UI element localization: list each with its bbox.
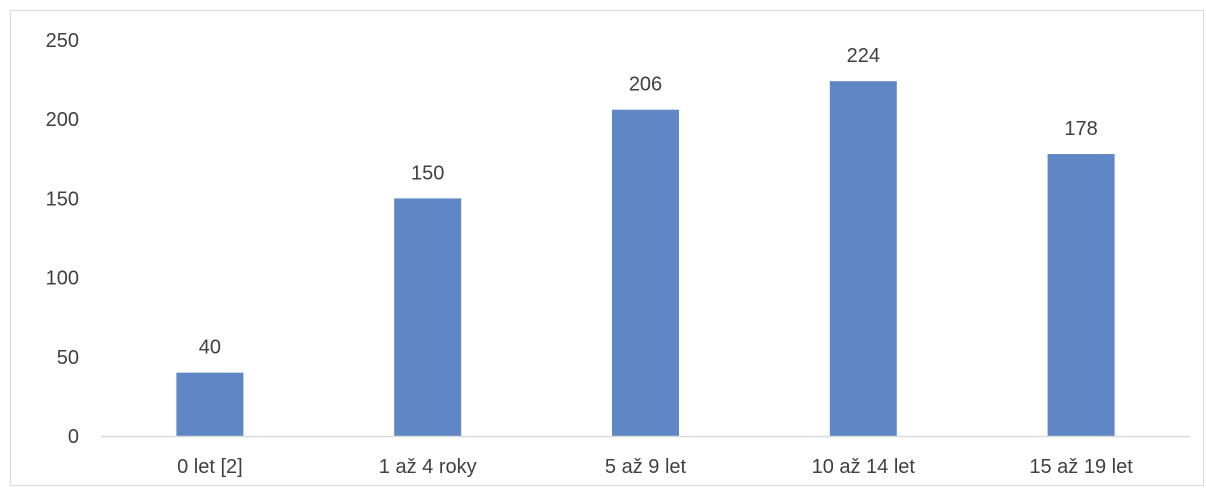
bar-value-label: 224	[847, 45, 880, 67]
x-tick-label: 5 až 9 let	[605, 456, 687, 478]
y-tick-label: 150	[46, 188, 79, 210]
y-tick-label: 0	[68, 426, 79, 448]
x-tick-label: 1 až 4 roky	[379, 456, 477, 478]
bar-value-label: 150	[411, 162, 444, 184]
x-axis-tick-labels: 0 let [2] 1 až 4 roky 5 až 9 let 10 až 14 l…	[177, 456, 1133, 478]
bar	[829, 81, 897, 437]
bars	[176, 81, 1115, 437]
x-tick-label: 10 až 14 let	[812, 456, 916, 478]
bar-value-label: 178	[1064, 118, 1097, 140]
data-labels: 40 150 206 224 178	[199, 45, 1098, 358]
y-tick-label: 100	[46, 268, 79, 290]
bar	[394, 198, 462, 436]
y-tick-label: 250	[46, 30, 79, 52]
bar-value-label: 206	[629, 74, 662, 96]
y-axis-tick-labels: 0 50 100 150 200 250	[46, 30, 79, 448]
bar	[612, 109, 679, 437]
bar-value-label: 40	[199, 337, 221, 359]
y-tick-label: 50	[57, 347, 79, 369]
x-tick-label: 0 let [2]	[177, 456, 243, 478]
bar	[176, 372, 244, 436]
x-tick-label: 15 až 19 let	[1029, 456, 1133, 478]
y-tick-label: 200	[46, 109, 79, 131]
bar	[1047, 154, 1115, 436]
